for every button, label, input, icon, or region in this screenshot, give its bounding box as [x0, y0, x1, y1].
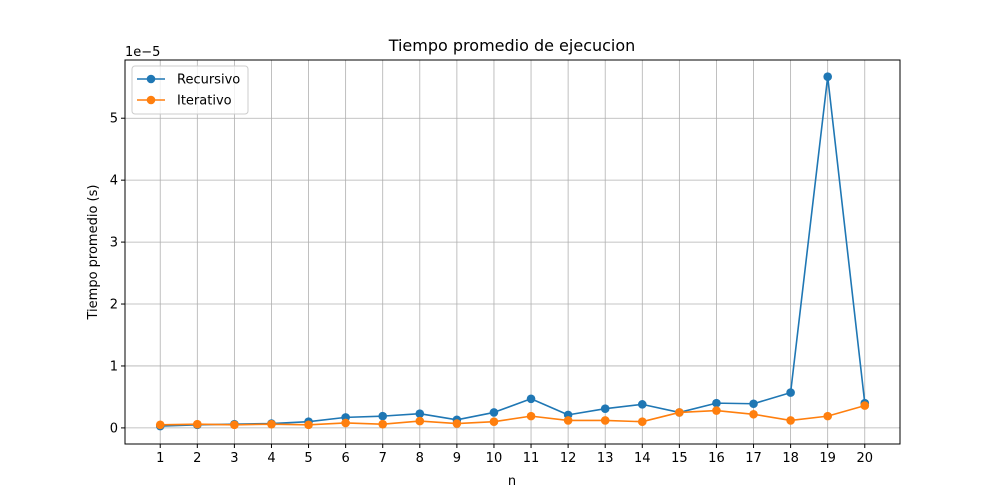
- data-point: [489, 408, 499, 417]
- data-point: [452, 419, 462, 428]
- data-point: [526, 411, 536, 421]
- data-point: [563, 416, 573, 425]
- y-axis-ticks: 0 1 2 3 4 5: [110, 112, 125, 436]
- x-tick-label: 18: [782, 451, 799, 466]
- data-point: [155, 420, 165, 430]
- chart-title: Tiempo promedio de ejecucion: [388, 36, 636, 55]
- x-tick-label: 19: [819, 451, 836, 466]
- data-point: [749, 409, 758, 419]
- x-tick-label: 2: [193, 451, 201, 466]
- legend-marker: [146, 74, 156, 84]
- data-point: [675, 408, 684, 417]
- legend-label: Iterativo: [177, 94, 232, 109]
- plot-area-frame: [124, 59, 901, 445]
- x-tick-label: 5: [304, 451, 312, 466]
- data-point: [637, 417, 647, 427]
- series-recursivo: [155, 72, 870, 431]
- x-tick-label: 16: [708, 451, 725, 466]
- y-tick-label: 3: [110, 236, 118, 251]
- data-point: [415, 416, 425, 426]
- x-tick-label: 8: [416, 451, 424, 466]
- legend-marker: [146, 95, 156, 105]
- grid-lines: [125, 60, 900, 444]
- data-point: [378, 411, 388, 421]
- legend-box: [131, 65, 249, 115]
- x-tick-label: 7: [379, 451, 387, 466]
- legend-item: Iterativo: [137, 94, 232, 109]
- y-tick-label: 2: [110, 298, 118, 313]
- y-tick-label: 5: [110, 112, 118, 127]
- series-layer: [155, 72, 870, 431]
- x-tick-label: 14: [634, 451, 651, 466]
- legend: Recursivo Iterativo: [131, 65, 249, 115]
- x-tick-label: 12: [560, 451, 577, 466]
- data-point: [786, 388, 795, 397]
- data-point: [230, 420, 239, 430]
- data-point: [600, 404, 610, 413]
- x-tick-label: 3: [230, 451, 238, 466]
- data-point: [749, 399, 758, 409]
- y-offset-text: 1e−5: [125, 45, 160, 60]
- data-point: [304, 420, 313, 430]
- data-point: [600, 416, 610, 425]
- legend-label: Recursivo: [177, 73, 240, 88]
- data-point: [341, 418, 350, 428]
- y-tick-label: 1: [110, 359, 118, 374]
- series-iterativo: [155, 401, 870, 430]
- data-point: [267, 419, 276, 429]
- data-point: [489, 417, 499, 427]
- series-line: [160, 75, 866, 427]
- data-point: [823, 411, 832, 421]
- data-point: [415, 409, 425, 418]
- data-point: [860, 401, 870, 410]
- x-tick-label: 17: [745, 451, 762, 466]
- x-tick-label: 6: [341, 451, 349, 466]
- x-tick-label: 13: [597, 451, 614, 466]
- y-axis-label: Tiempo promedio (s): [86, 185, 101, 321]
- data-point: [786, 416, 795, 425]
- data-point: [637, 400, 647, 409]
- series-line: [160, 404, 865, 426]
- data-point: [526, 394, 536, 404]
- x-tick-label: 1: [156, 451, 164, 466]
- x-tick-label: 15: [671, 451, 688, 466]
- data-point: [712, 406, 721, 415]
- x-tick-label: 10: [486, 451, 503, 466]
- x-tick-label: 11: [523, 451, 540, 466]
- x-axis-label: n: [508, 474, 516, 489]
- x-tick-label: 4: [267, 451, 275, 466]
- x-tick-label: 9: [453, 451, 461, 466]
- y-tick-label: 0: [110, 421, 118, 436]
- legend-item: Recursivo: [137, 73, 240, 88]
- y-tick-label: 4: [110, 174, 118, 189]
- x-tick-label: 20: [856, 451, 873, 466]
- x-axis-ticks: 1 2 3 4 5 6 7 8 9 10 11 12 13 14 15 16 17 18 19 20: [156, 444, 873, 466]
- data-point: [712, 398, 721, 408]
- data-point: [193, 419, 202, 429]
- data-point: [378, 419, 388, 429]
- data-point: [823, 72, 832, 82]
